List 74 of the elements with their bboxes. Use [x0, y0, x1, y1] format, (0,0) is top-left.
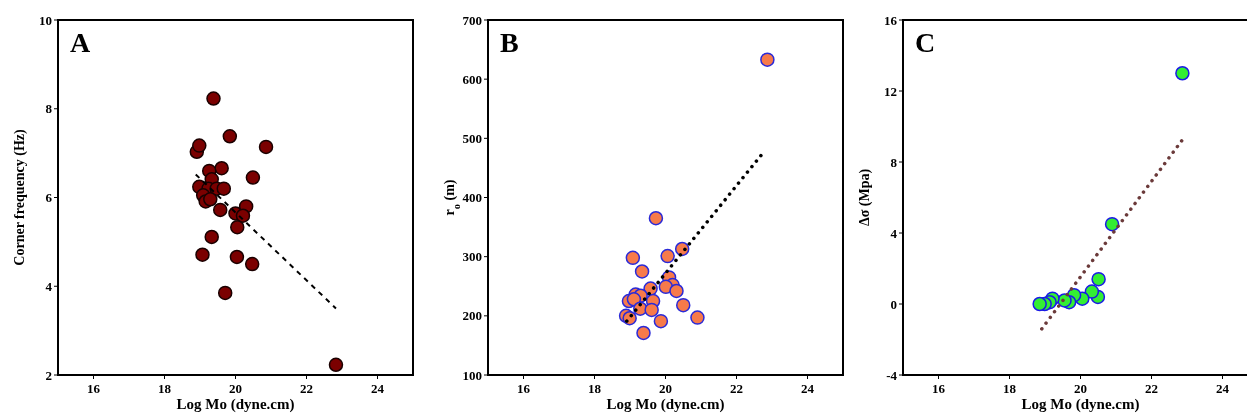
- point: [690, 310, 705, 325]
- x-tick-label: 18: [158, 381, 172, 396]
- point: [222, 129, 238, 144]
- point: [217, 285, 233, 301]
- y-tick-label: -4: [886, 367, 898, 383]
- y-tick-label: 10: [39, 12, 52, 28]
- y-tick-label: 2: [45, 367, 52, 383]
- point: [1091, 271, 1106, 287]
- point: [1032, 296, 1047, 312]
- point: [669, 283, 684, 299]
- y-tick-label: 300: [462, 249, 482, 265]
- point: [203, 192, 218, 207]
- y-tick-label: 4: [890, 225, 898, 241]
- point: [634, 264, 650, 279]
- y-tick-label: 8: [45, 101, 53, 117]
- point: [214, 160, 229, 176]
- y-tick-label: 0: [890, 296, 897, 312]
- x-tick-label: 20: [659, 381, 672, 396]
- y-tick-label: 700: [462, 12, 482, 28]
- x-tick-label: 20: [1074, 381, 1087, 396]
- point: [216, 181, 232, 196]
- x-tick-label: 24: [371, 381, 385, 396]
- point: [328, 357, 344, 373]
- point: [644, 302, 659, 318]
- chart-title: A: [70, 27, 91, 58]
- chart-title: B: [500, 27, 519, 58]
- y-tick-label: 200: [462, 308, 482, 324]
- y-axis-title: Δσ (Mpa): [857, 168, 873, 227]
- y-tick-label: 6: [45, 190, 53, 206]
- chart-title: C: [915, 27, 936, 58]
- point: [660, 248, 675, 264]
- point: [212, 202, 228, 218]
- point: [676, 297, 691, 313]
- point: [1084, 284, 1100, 299]
- point: [636, 325, 651, 341]
- x-tick-label: 16: [87, 381, 101, 396]
- y-tick-label: 4: [45, 278, 53, 294]
- point: [244, 256, 260, 272]
- x-tick-label: 24: [1216, 381, 1230, 396]
- point: [626, 292, 642, 307]
- x-axis-title: Log Mo (dyne.cm): [176, 396, 295, 413]
- y-tick-label: 600: [462, 71, 482, 87]
- point: [230, 219, 245, 235]
- point: [625, 250, 641, 266]
- y-tick-label: 12: [884, 83, 897, 99]
- y-tick-label: 500: [462, 130, 482, 146]
- x-tick-label: 18: [588, 381, 602, 396]
- point: [648, 210, 664, 226]
- x-tick-label: 22: [730, 381, 743, 396]
- point: [206, 91, 221, 106]
- x-axis-title: Log Mo (dyne.cm): [1021, 396, 1140, 413]
- y-tick-label: 100: [462, 367, 482, 383]
- point: [1104, 216, 1120, 232]
- point: [1175, 66, 1190, 81]
- point: [192, 138, 207, 153]
- point: [195, 247, 210, 262]
- x-tick-label: 24: [801, 381, 815, 396]
- point: [245, 170, 261, 185]
- y-axis-title: Corner frequency (Hz): [12, 129, 28, 266]
- x-tick-label: 20: [229, 381, 242, 396]
- point: [229, 249, 245, 265]
- y-tick-label: 16: [884, 12, 898, 28]
- x-tick-label: 18: [1003, 381, 1017, 396]
- point: [653, 313, 669, 329]
- x-tick-label: 16: [517, 381, 531, 396]
- x-tick-label: 22: [300, 381, 313, 396]
- y-tick-label: 8: [890, 154, 898, 170]
- point: [258, 139, 274, 155]
- y-tick-label: 400: [462, 190, 482, 206]
- point: [760, 52, 775, 67]
- point: [204, 229, 219, 245]
- x-tick-label: 22: [1145, 381, 1158, 396]
- x-axis-title: Log Mo (dyne.cm): [606, 396, 725, 413]
- x-tick-label: 16: [932, 381, 946, 396]
